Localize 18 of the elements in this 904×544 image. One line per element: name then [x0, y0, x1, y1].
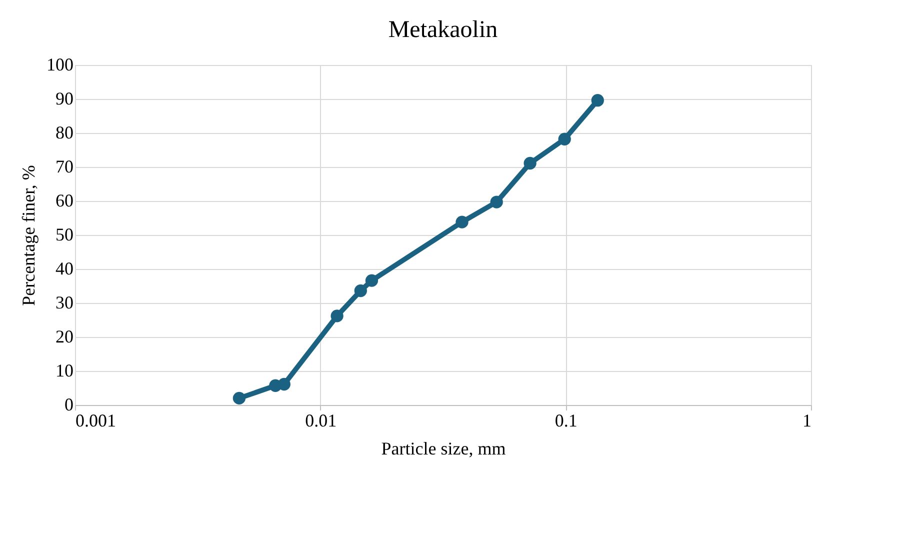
y-tick-label: 80 — [56, 122, 74, 142]
y-axis-title: Percentage finer, % — [18, 165, 38, 306]
y-tick-label: 60 — [56, 190, 74, 210]
y-tick-label: 0 — [64, 394, 74, 414]
y-tick-label: 40 — [56, 258, 74, 278]
x-tick-label: 1 — [802, 410, 812, 430]
x-axis-title: Particle size, mm — [381, 438, 506, 458]
y-tick-label: 70 — [56, 156, 74, 176]
x-tick-label: 0.1 — [554, 410, 578, 430]
x-tick-label: 0.001 — [76, 410, 116, 430]
y-tick-label: 20 — [56, 326, 74, 346]
y-tick-label: 30 — [56, 292, 74, 312]
y-tick-label: 10 — [56, 360, 74, 380]
chart-title: Metakaolin — [388, 17, 498, 43]
y-tick-label: 50 — [56, 224, 74, 244]
y-tick-label: 90 — [56, 88, 74, 108]
y-tick-label: 100 — [46, 54, 74, 74]
x-tick-label: 0.01 — [305, 410, 337, 430]
